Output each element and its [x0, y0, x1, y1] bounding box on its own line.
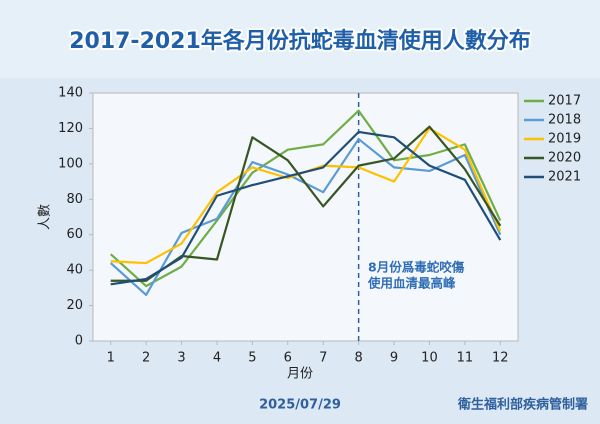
y-tick-label: 120	[58, 121, 83, 136]
y-tick-label: 60	[66, 227, 83, 242]
series-line	[109, 109, 502, 288]
legend-label: 2018	[548, 113, 581, 128]
annotation: 8月份爲毒蛇咬傷	[368, 260, 465, 275]
legend-label: 2021	[548, 170, 581, 185]
x-tick-label: 12	[492, 351, 509, 366]
x-tick-label: 6	[284, 351, 292, 366]
y-tick-label: 20	[66, 298, 83, 313]
x-tick-label: 8	[354, 351, 362, 366]
x-tick-label: 9	[390, 351, 398, 366]
plot-area	[92, 92, 519, 342]
y-tick-label: 0	[75, 334, 83, 349]
legend-label: 2019	[548, 132, 581, 147]
x-tick-label: 10	[421, 351, 438, 366]
source: 衛生福利部疾病管制署	[457, 397, 588, 413]
x-tick-label: 3	[177, 351, 185, 366]
x-tick-label: 11	[457, 351, 474, 366]
x-tick-label: 1	[107, 351, 115, 366]
x-tick-label: 7	[319, 351, 327, 366]
y-tick-label: 140	[58, 86, 83, 101]
legend-label: 2017	[548, 94, 581, 109]
x-tick-label: 5	[248, 351, 256, 366]
y-tick-label: 100	[58, 156, 83, 171]
date: 2025/07/29	[259, 398, 341, 413]
series-line	[110, 130, 502, 286]
legend-label: 2020	[548, 151, 581, 166]
x-tick-label: 4	[213, 351, 221, 366]
y-tick-label: 40	[66, 263, 83, 278]
y-axis-label: 人數	[38, 204, 53, 230]
x-axis-label: 月份	[287, 367, 313, 382]
chart-title: 2017-2021年各月份抗蛇毒血清使用人數分布	[69, 28, 531, 54]
x-tick-label: 2	[142, 351, 150, 366]
title-banner	[0, 0, 600, 78]
y-tick-label: 80	[66, 192, 83, 207]
annotation: 使用血清最高峰	[367, 276, 456, 291]
